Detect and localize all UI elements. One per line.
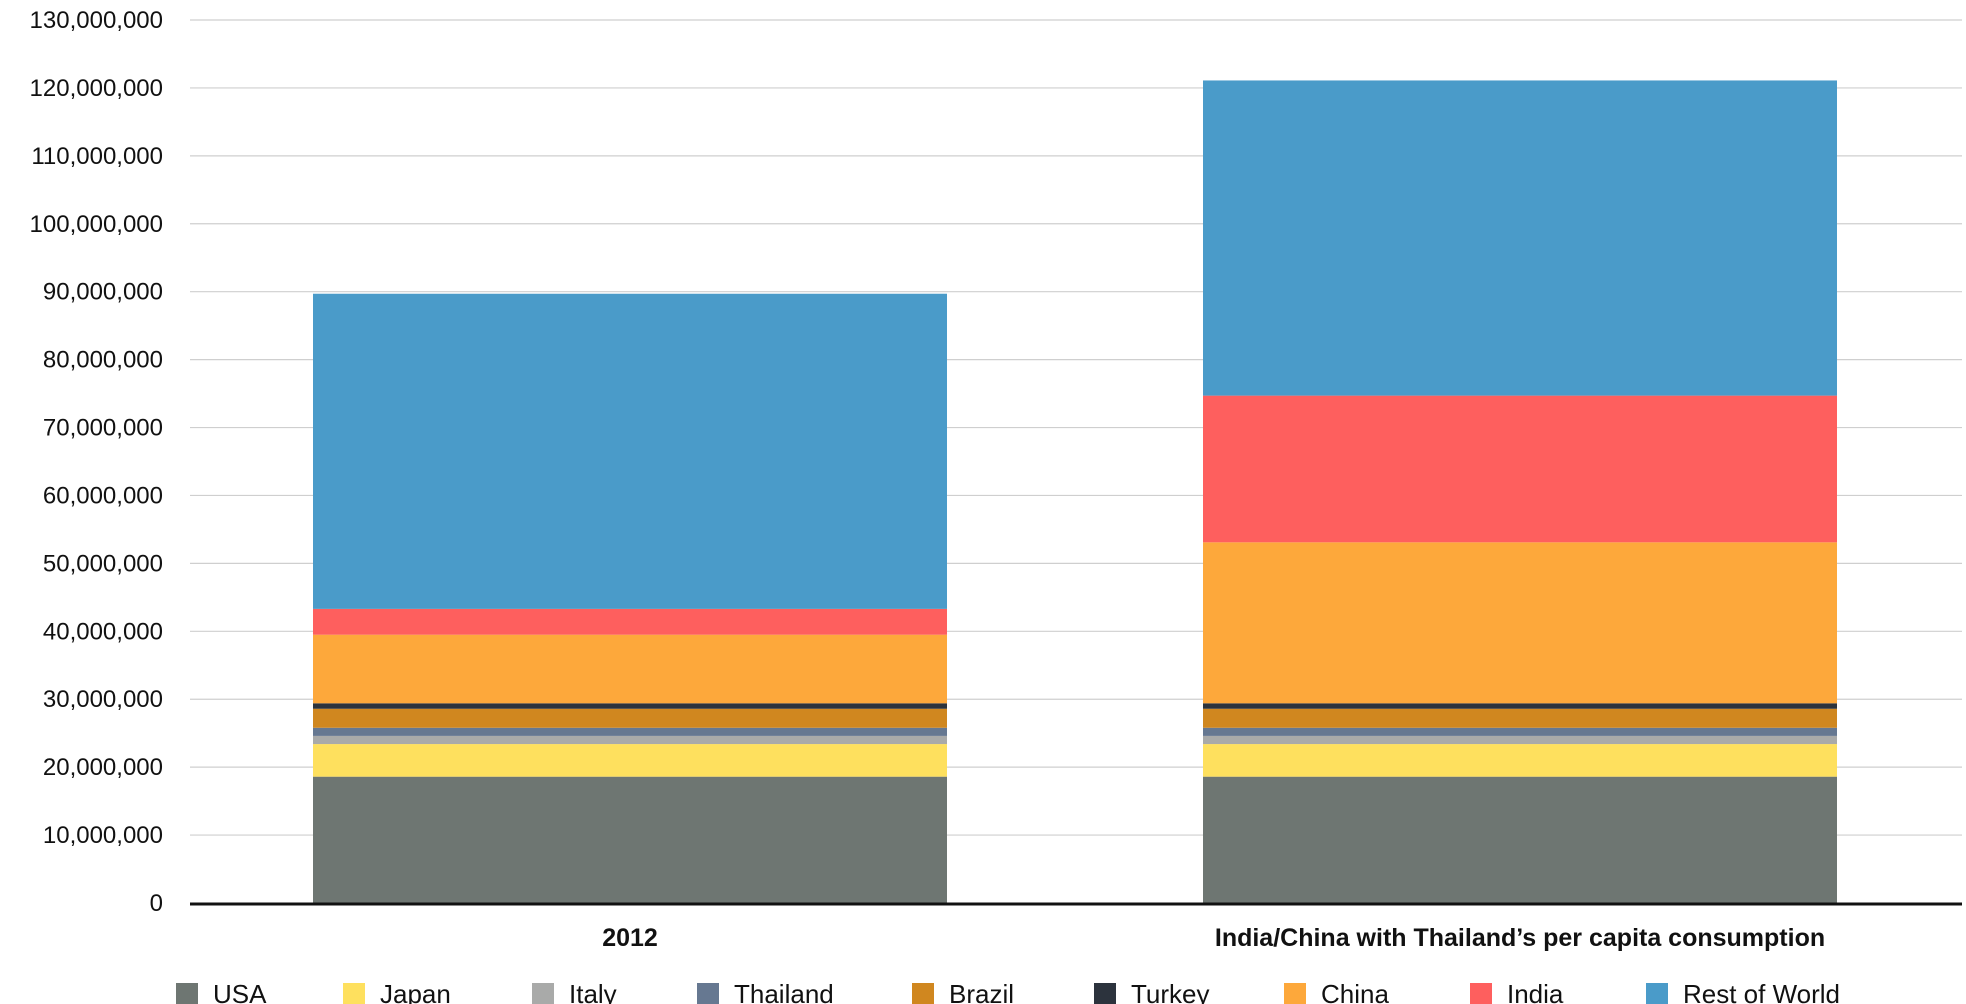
bar-segment xyxy=(313,727,947,736)
legend-item: China xyxy=(1284,979,1389,1004)
legend-label: Brazil xyxy=(949,979,1014,1004)
legend-label: Italy xyxy=(569,979,617,1004)
legend-label: China xyxy=(1321,979,1389,1004)
legend-swatch xyxy=(1646,983,1668,1004)
legend-label: India xyxy=(1507,979,1564,1004)
legend-item: USA xyxy=(176,979,267,1004)
bar-segment xyxy=(1203,395,1837,543)
bar-segment xyxy=(1203,744,1837,777)
bar-segment xyxy=(313,776,947,903)
legend-label: USA xyxy=(213,979,267,1004)
y-tick-label: 100,000,000 xyxy=(30,211,163,238)
legend-swatch xyxy=(532,983,554,1004)
bars xyxy=(313,80,1837,903)
y-tick-label: 70,000,000 xyxy=(43,415,163,442)
bar-segment xyxy=(313,703,947,709)
bar-segment xyxy=(1203,727,1837,736)
y-tick-label: 0 xyxy=(150,890,163,917)
bar-segment xyxy=(1203,703,1837,709)
y-tick-label: 130,000,000 xyxy=(30,7,163,34)
legend-label: Turkey xyxy=(1131,979,1210,1004)
legend-item: Brazil xyxy=(912,979,1014,1004)
legend-item: Rest of World xyxy=(1646,979,1840,1004)
bar-segment xyxy=(313,293,947,609)
legend-swatch xyxy=(697,983,719,1004)
legend-swatch xyxy=(1284,983,1306,1004)
legend-item: India xyxy=(1470,979,1564,1004)
y-tick-label: 60,000,000 xyxy=(43,482,163,509)
y-tick-label: 120,000,000 xyxy=(30,75,163,102)
bar-segment xyxy=(313,708,947,728)
x-axis-category-labels: 2012 India/China with Thailand’s per capi… xyxy=(602,924,1825,952)
bar-segment xyxy=(313,634,947,704)
bar-segment xyxy=(1203,776,1837,903)
legend-label: Rest of World xyxy=(1683,979,1840,1004)
legend-label: Japan xyxy=(380,979,451,1004)
y-axis-tick-labels: 0 10,000,000 20,000,000 30,000,000 40,000,00… xyxy=(30,7,163,917)
legend: USA Japan Italy Thailand Brazil Turkey China In… xyxy=(176,979,1840,1004)
y-tick-label: 80,000,000 xyxy=(43,347,163,374)
y-tick-label: 20,000,000 xyxy=(43,754,163,781)
y-tick-label: 40,000,000 xyxy=(43,618,163,645)
y-tick-label: 90,000,000 xyxy=(43,279,163,306)
bar-segment xyxy=(1203,735,1837,745)
legend-swatch xyxy=(343,983,365,1004)
legend-swatch xyxy=(1470,983,1492,1004)
legend-swatch xyxy=(912,983,934,1004)
legend-item: Italy xyxy=(532,979,617,1004)
bar-segment xyxy=(1203,80,1837,396)
y-tick-label: 50,000,000 xyxy=(43,550,163,577)
legend-label: Thailand xyxy=(734,979,834,1004)
legend-item: Japan xyxy=(343,979,451,1004)
legend-item: Turkey xyxy=(1094,979,1210,1004)
bar-segment xyxy=(313,608,947,635)
y-tick-label: 10,000,000 xyxy=(43,822,163,849)
x-category-label: India/China with Thailand’s per capita c… xyxy=(1215,924,1825,952)
legend-item: Thailand xyxy=(697,979,834,1004)
bar-segment xyxy=(1203,708,1837,728)
y-tick-label: 110,000,000 xyxy=(31,143,163,170)
legend-swatch xyxy=(1094,983,1116,1004)
bar-segment xyxy=(1203,542,1837,704)
y-tick-label: 30,000,000 xyxy=(43,686,163,713)
legend-swatch xyxy=(176,983,198,1004)
bar-segment xyxy=(313,735,947,745)
bar-segment xyxy=(313,744,947,777)
x-category-label: 2012 xyxy=(602,924,658,952)
